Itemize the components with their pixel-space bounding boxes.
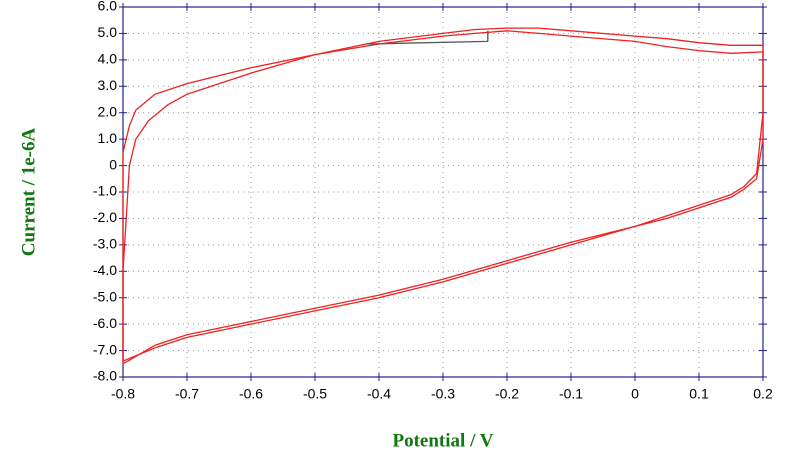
- y-tick-label: -2.0: [93, 209, 117, 225]
- y-tick-label: -8.0: [93, 368, 117, 384]
- data-line: [122, 27, 764, 362]
- y-tick-label: -7.0: [93, 341, 117, 357]
- data-line: [366, 30, 489, 45]
- y-axis-title: Current / 1e-6A: [18, 128, 39, 257]
- y-tick-label: -5.0: [93, 288, 117, 304]
- x-tick-label: 0.2: [753, 386, 773, 402]
- y-tick-label: 6.0: [98, 0, 118, 14]
- y-tick-label: -4.0: [93, 262, 117, 278]
- x-tick-label: -0.5: [303, 386, 327, 402]
- data-line: [122, 30, 764, 365]
- y-tick-label: 0: [109, 156, 117, 172]
- y-tick-label: 4.0: [98, 51, 118, 67]
- y-tick-label: 3.0: [98, 77, 118, 93]
- y-tick-label: 5.0: [98, 24, 118, 40]
- x-tick-label: -0.8: [111, 386, 135, 402]
- x-tick-label: -0.4: [367, 386, 391, 402]
- x-axis-title: Potential / V: [393, 430, 494, 451]
- y-tick-label: -6.0: [93, 315, 117, 331]
- x-tick-label: -0.6: [239, 386, 263, 402]
- y-tick-label: -1.0: [93, 183, 117, 199]
- y-tick-label: 1.0: [98, 130, 118, 146]
- x-tick-label: -0.1: [559, 386, 583, 402]
- y-tick-label: -3.0: [93, 236, 117, 252]
- x-tick-label: -0.2: [495, 386, 519, 402]
- x-tick-label: -0.7: [175, 386, 199, 402]
- y-tick-label: 2.0: [98, 103, 118, 119]
- x-tick-label: -0.3: [431, 386, 455, 402]
- x-tick-label: 0.1: [689, 386, 709, 402]
- x-tick-label: 0: [631, 386, 639, 402]
